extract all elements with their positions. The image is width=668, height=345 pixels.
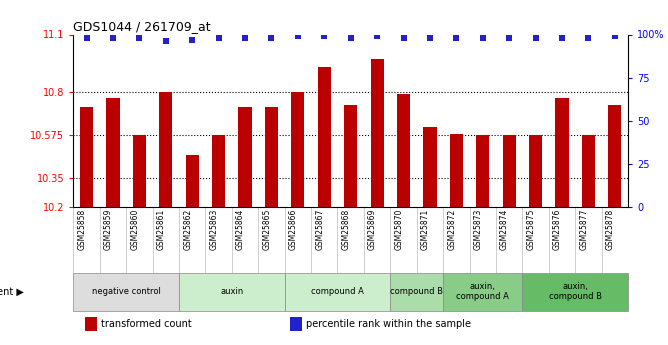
Text: GSM25877: GSM25877 xyxy=(579,208,589,250)
Bar xyxy=(397,94,410,207)
Text: GSM25873: GSM25873 xyxy=(474,208,483,250)
Text: GSM25876: GSM25876 xyxy=(553,208,562,250)
Bar xyxy=(608,106,621,207)
Bar xyxy=(529,135,542,207)
Point xyxy=(451,35,462,41)
Text: GSM25869: GSM25869 xyxy=(368,208,377,250)
Bar xyxy=(212,135,225,207)
Text: transformed count: transformed count xyxy=(102,319,192,329)
Point xyxy=(213,35,224,41)
Text: GSM25863: GSM25863 xyxy=(210,208,218,250)
Bar xyxy=(238,107,252,207)
Text: GDS1044 / 261709_at: GDS1044 / 261709_at xyxy=(73,20,211,33)
Point xyxy=(504,35,514,41)
Text: GSM25870: GSM25870 xyxy=(395,208,403,250)
Text: auxin,
compound B: auxin, compound B xyxy=(548,282,602,301)
Point xyxy=(134,35,145,41)
Point xyxy=(108,35,118,41)
Text: GSM25859: GSM25859 xyxy=(104,208,113,250)
FancyBboxPatch shape xyxy=(179,273,285,310)
FancyBboxPatch shape xyxy=(390,273,443,310)
Bar xyxy=(424,127,436,207)
Text: GSM25864: GSM25864 xyxy=(236,208,245,250)
Point xyxy=(530,35,541,41)
Point xyxy=(345,35,356,41)
Point xyxy=(293,33,303,39)
Text: GSM25875: GSM25875 xyxy=(526,208,536,250)
Point xyxy=(160,39,171,44)
Bar xyxy=(159,92,172,207)
Point xyxy=(319,33,329,39)
Text: compound A: compound A xyxy=(311,287,364,296)
Text: GSM25860: GSM25860 xyxy=(130,208,140,250)
Text: GSM25861: GSM25861 xyxy=(157,208,166,249)
Text: GSM25874: GSM25874 xyxy=(500,208,509,250)
Text: GSM25866: GSM25866 xyxy=(289,208,298,250)
Text: GSM25862: GSM25862 xyxy=(183,208,192,249)
Text: GSM25868: GSM25868 xyxy=(342,208,351,249)
Text: GSM25858: GSM25858 xyxy=(77,208,87,249)
Bar xyxy=(555,98,568,207)
Bar xyxy=(318,67,331,207)
Point xyxy=(240,35,250,41)
Bar xyxy=(80,107,94,207)
Point xyxy=(583,35,594,41)
Text: auxin: auxin xyxy=(220,287,244,296)
Text: compound B: compound B xyxy=(390,287,443,296)
Point xyxy=(609,33,620,39)
Bar xyxy=(344,106,357,207)
Bar xyxy=(476,135,489,207)
Text: negative control: negative control xyxy=(92,287,161,296)
Text: percentile rank within the sample: percentile rank within the sample xyxy=(307,319,472,329)
Point xyxy=(478,35,488,41)
Bar xyxy=(502,135,516,207)
Bar xyxy=(291,92,305,207)
Bar xyxy=(85,317,97,331)
Point xyxy=(81,35,92,41)
Point xyxy=(556,35,567,41)
Point xyxy=(266,35,277,41)
Bar xyxy=(371,59,383,207)
Point xyxy=(398,35,409,41)
Text: GSM25867: GSM25867 xyxy=(315,208,324,250)
Point xyxy=(372,33,383,39)
Text: GSM25878: GSM25878 xyxy=(606,208,615,249)
Bar xyxy=(450,134,463,207)
Bar xyxy=(133,135,146,207)
FancyBboxPatch shape xyxy=(443,273,522,310)
Point xyxy=(425,35,436,41)
Text: auxin,
compound A: auxin, compound A xyxy=(456,282,509,301)
FancyBboxPatch shape xyxy=(73,273,179,310)
Point xyxy=(187,37,198,42)
FancyBboxPatch shape xyxy=(522,273,628,310)
Text: GSM25865: GSM25865 xyxy=(263,208,271,250)
Text: GSM25872: GSM25872 xyxy=(448,208,456,249)
Bar xyxy=(265,107,278,207)
Bar xyxy=(582,135,595,207)
Text: GSM25871: GSM25871 xyxy=(421,208,430,249)
Bar xyxy=(106,98,120,207)
Text: agent ▶: agent ▶ xyxy=(0,287,23,296)
Bar xyxy=(186,155,199,207)
Bar xyxy=(290,317,302,331)
FancyBboxPatch shape xyxy=(285,273,390,310)
